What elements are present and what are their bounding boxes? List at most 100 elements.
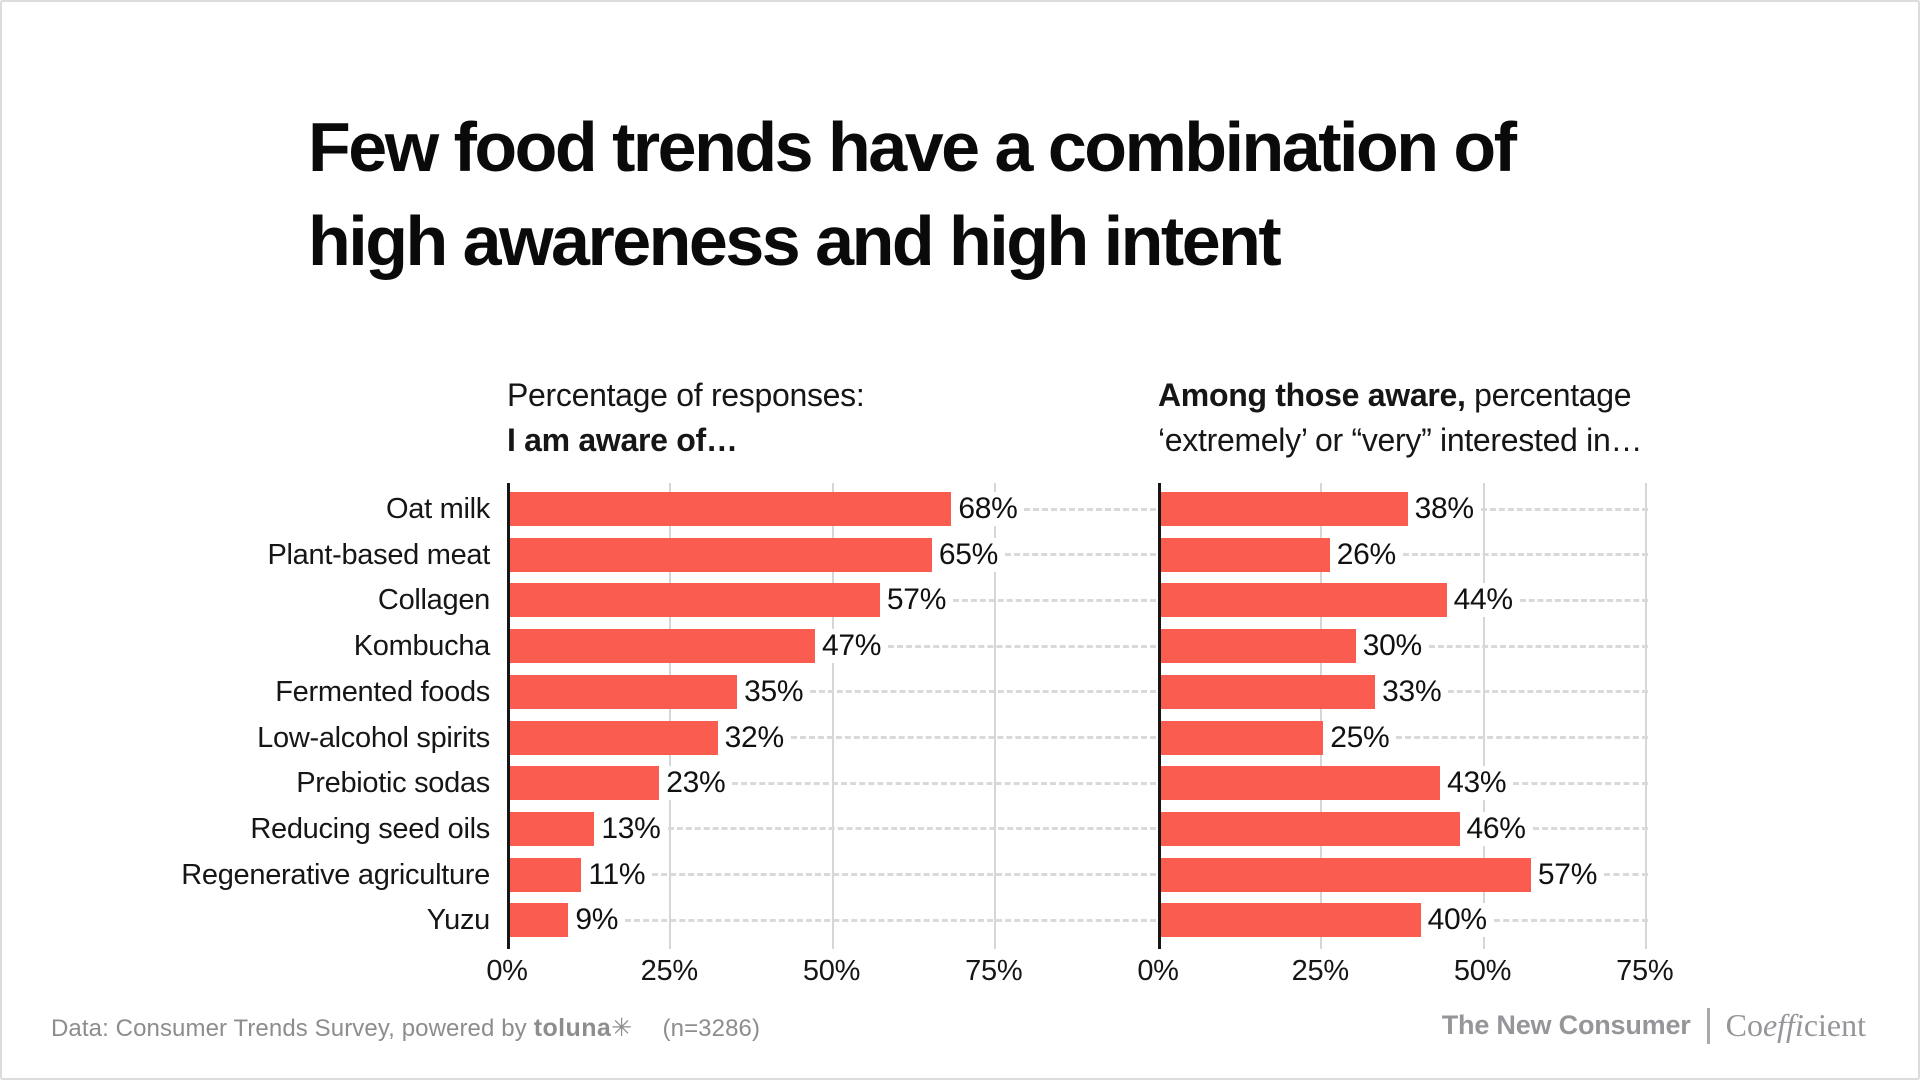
tick-label: 25% — [640, 955, 698, 987]
gridline — [993, 483, 996, 949]
value-label: 46% — [1459, 811, 1533, 846]
bar-row: 11% — [510, 857, 1156, 892]
gridline — [1320, 483, 1323, 949]
tick-label: 50% — [1453, 955, 1512, 987]
leader-dashes — [1604, 873, 1648, 877]
value-label: 44% — [1446, 583, 1520, 618]
right-chart-subtitle: Among those aware, percentage ‘extremely’… — [1158, 373, 1642, 463]
bar — [510, 537, 932, 572]
tick-label: 50% — [802, 955, 861, 987]
subtitle-segment: Percentage of responses: — [507, 377, 865, 413]
leader-dashes — [1024, 507, 1156, 511]
value-label: 33% — [1375, 674, 1449, 709]
category-label: Reducing seed oils — [250, 812, 490, 845]
leader-dashes — [953, 598, 1156, 602]
leader-dashes — [625, 918, 1156, 922]
leader-dashes — [1448, 690, 1648, 694]
category-label: Yuzu — [426, 904, 491, 937]
bar — [510, 629, 816, 664]
toluna-logo: toluna✳ — [533, 1014, 633, 1042]
bar-row: 43% — [1161, 766, 1648, 801]
bar-row: 13% — [510, 811, 1156, 846]
footer-divider — [1706, 1007, 1710, 1044]
leader-dashes — [1532, 827, 1648, 831]
coefficient-logo: Coefficient — [1725, 1007, 1866, 1043]
bar — [510, 857, 582, 892]
bar — [1161, 903, 1421, 938]
bar — [1161, 492, 1408, 526]
value-label: 11% — [581, 857, 653, 892]
bar — [510, 811, 595, 846]
value-label: 43% — [1440, 766, 1514, 801]
bar — [510, 766, 660, 801]
leader-dashes — [1493, 918, 1648, 922]
title-line-2: high awareness and high intent — [308, 202, 1282, 280]
data-source-text: Data: Consumer Trends Survey, powered by — [51, 1015, 527, 1042]
value-label: 57% — [879, 583, 954, 618]
value-label: 13% — [594, 811, 668, 846]
brand-logos: The New Consumer Coefficient — [1442, 1007, 1866, 1044]
left-chart-panel: 0% 25% 50% 75% 68% 65% 57% 47% 35% 32% 23% 13% 11% 9% — [486, 483, 1156, 987]
bar — [1161, 537, 1330, 572]
bar — [510, 674, 738, 709]
value-label: 26% — [1329, 537, 1403, 572]
category-label: Fermented foods — [275, 675, 490, 708]
leader-dashes — [1519, 598, 1648, 602]
leader-dashes — [1480, 507, 1648, 511]
subtitle-line: ‘extremely’ or “very” interested in… — [1158, 418, 1642, 463]
tick-label: 75% — [1616, 955, 1674, 987]
value-label: 32% — [717, 720, 791, 755]
leader-dashes — [652, 873, 1156, 877]
subtitle-segment: Among those aware, — [1158, 377, 1466, 413]
title-line-1: Few food trends have a combination of — [308, 108, 1517, 186]
bar — [510, 583, 880, 618]
value-label: 38% — [1407, 492, 1481, 526]
value-label: 25% — [1323, 720, 1397, 755]
bar — [1161, 583, 1447, 618]
bar-row: 25% — [1161, 720, 1648, 755]
subtitle-line: Percentage of responses: — [507, 373, 865, 418]
bar-row: 23% — [510, 766, 1156, 801]
gridline — [669, 483, 672, 949]
bar-row: 68% — [510, 492, 1156, 526]
bar — [510, 903, 569, 938]
category-label: Kombucha — [353, 630, 491, 663]
gridline — [1644, 483, 1647, 949]
category-label: Oat milk — [386, 493, 490, 525]
right-chart-panel: 0% 25% 50% 75% 38% 26% 44% 30% 33% 25% 43% 46% 57% 40… — [1137, 483, 1674, 987]
bar — [510, 720, 718, 755]
value-label: 35% — [737, 674, 811, 709]
bar-row: 35% — [510, 674, 1156, 709]
bar — [510, 492, 952, 526]
bar — [1161, 857, 1531, 892]
value-label: 65% — [931, 537, 1005, 572]
bar-row: 57% — [1161, 857, 1648, 892]
leader-dashes — [810, 690, 1156, 694]
left-chart-subtitle: Percentage of responses: I am aware of… — [507, 373, 865, 463]
subtitle-segment: I am aware of… — [507, 422, 738, 458]
bar-row: 47% — [510, 629, 1156, 664]
bar-row: 32% — [510, 720, 1156, 755]
gridline — [831, 483, 834, 949]
bar — [1161, 629, 1356, 664]
value-label: 40% — [1420, 903, 1494, 938]
gridline — [1482, 483, 1485, 949]
leader-dashes — [1005, 553, 1156, 557]
subtitle-line: Among those aware, percentage — [1158, 373, 1642, 418]
leader-dashes — [667, 827, 1156, 831]
value-label: 30% — [1355, 629, 1429, 664]
bar-row: 26% — [1161, 537, 1648, 572]
tick-label: 25% — [1291, 955, 1349, 987]
bar-row: 33% — [1161, 674, 1648, 709]
tick-label: 0% — [486, 955, 528, 987]
bar-row: 57% — [510, 583, 1156, 618]
the-new-consumer-logo: The New Consumer — [1441, 1010, 1691, 1040]
data-source: Data: Consumer Trends Survey, powered by… — [51, 1013, 760, 1043]
bar — [1161, 811, 1460, 846]
page-title: Few food trends have a combination of hig… — [308, 100, 1517, 288]
y-axis-line — [1158, 483, 1161, 949]
subtitle-segment: ‘extremely’ or “very” interested in… — [1158, 422, 1643, 458]
subtitle-segment: percentage — [1465, 377, 1632, 413]
leader-dashes — [1402, 553, 1648, 557]
